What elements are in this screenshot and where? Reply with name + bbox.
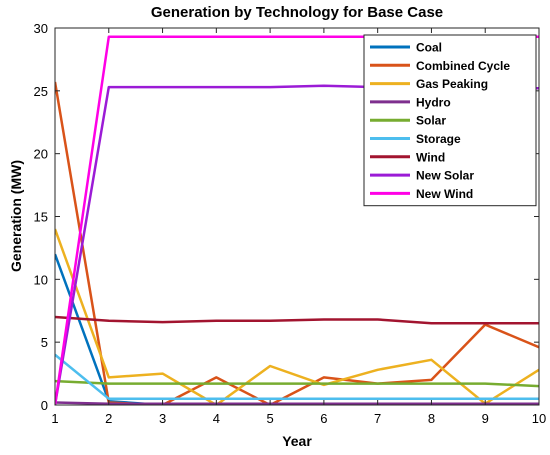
series-line-storage [55,353,539,400]
y-axis-label: Generation (MW) [8,160,24,272]
legend-label: New Solar [416,169,474,183]
series-line-solar [55,379,539,388]
y-tick-label: 30 [34,21,48,36]
plot-area [55,35,539,405]
x-axis-label: Year [282,433,312,449]
legend-label: Combined Cycle [416,59,510,73]
legend-label: Hydro [416,95,451,109]
series-line-wind [55,315,539,325]
y-tick-label: 5 [41,335,48,350]
x-tick-label: 4 [213,411,220,426]
legend-label: Coal [416,41,442,55]
legend-label: Solar [416,114,446,128]
y-tick-label: 25 [34,84,48,99]
axes: 1 2 3 4 5 6 7 8 9 10 0 5 10 15 20 25 30 [34,21,547,426]
y-tick-label: 15 [34,210,48,225]
legend-label: Gas Peaking [416,77,488,91]
legend-label: Wind [416,150,445,164]
series-line-hydro [55,401,539,405]
x-tick-label: 1 [51,411,58,426]
legend-label: New Wind [416,187,473,201]
x-tick-label: 10 [532,411,546,426]
legend: Coal Combined Cycle Gas Peaking Hydro Solar S… [363,34,537,207]
x-tick-label: 2 [105,411,112,426]
x-tick-label: 3 [159,411,166,426]
y-tick-label: 0 [41,398,48,413]
x-tick-label: 6 [320,411,327,426]
chart-title: Generation by Technology for Base Case [151,4,443,21]
y-tick-label: 10 [34,272,48,287]
x-tick-label: 5 [266,411,273,426]
series-line-gas-peaking [55,228,539,405]
x-tick-label: 8 [428,411,435,426]
x-tick-label: 9 [482,411,489,426]
y-tick-label: 20 [34,147,48,162]
x-tick-label: 7 [374,411,381,426]
legend-label: Storage [416,132,461,146]
